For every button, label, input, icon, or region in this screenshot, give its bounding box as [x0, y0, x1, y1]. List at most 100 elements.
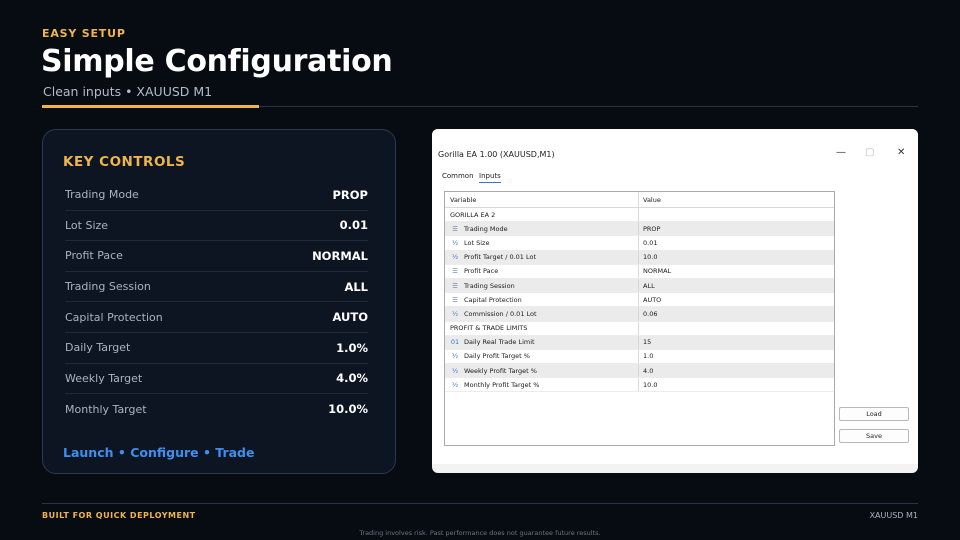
fraction-icon: ½ [451, 352, 459, 361]
input-row[interactable]: ½ Weekly Profit Target % 4.0 [445, 364, 834, 379]
input-value-cell[interactable]: 10.0 [643, 253, 658, 262]
integer-icon: 01 [450, 338, 460, 347]
input-variable-cell: ☰ Capital Protection [445, 293, 639, 307]
control-label: Profit Pace [65, 249, 123, 263]
input-variable-cell: ½ Commission / 0.01 Lot [445, 307, 639, 321]
control-label: Weekly Target [65, 371, 143, 385]
list-icon: ☰ [452, 295, 458, 304]
input-variable-name: PROFIT & TRADE LIMITS [450, 324, 528, 333]
input-variable-cell: ½ Profit Target / 0.01 Lot [445, 250, 639, 264]
control-label: Monthly Target [65, 402, 147, 416]
input-variable-cell: ½ Daily Profit Target % [445, 349, 639, 364]
input-row[interactable]: ½ Profit Target / 0.01 Lot 10.0 [445, 250, 834, 265]
input-variable-name: Daily Real Trade Limit [464, 338, 535, 347]
control-label: Daily Target [65, 341, 131, 355]
inputs-grid: Variable Value GORILLA EA 2 ☰ Trading Mode… [444, 191, 835, 446]
input-group-header[interactable]: GORILLA EA 2 [445, 208, 834, 223]
key-controls-panel: KEY CONTROLS Trading Mode PROP Lot Size 0.… [42, 129, 396, 474]
input-row[interactable]: ½ Monthly Profit Target % 10.0 [445, 378, 834, 393]
list-icon: ☰ [452, 267, 458, 276]
input-row[interactable]: 01 Daily Real Trade Limit 15 [445, 335, 834, 350]
input-row[interactable]: ☰ Profit Pace NORMAL [445, 264, 834, 279]
control-row: Trading Session ALL [65, 272, 368, 303]
key-controls-list: Trading Mode PROP Lot Size 0.01 Profit Pac… [65, 180, 368, 425]
footer-left-label: BUILT FOR QUICK DEPLOYMENT [42, 511, 196, 520]
minimize-icon[interactable]: — [836, 147, 846, 158]
tab-inputs[interactable]: Inputs [479, 172, 501, 183]
maximize-icon[interactable]: ▢ [865, 147, 875, 158]
dialog-top-strip [432, 129, 918, 141]
input-variable-cell: GORILLA EA 2 [445, 208, 639, 222]
input-variable-cell: ½ Lot Size [445, 236, 639, 250]
input-row[interactable]: ☰ Capital Protection AUTO [445, 293, 834, 308]
input-value-cell[interactable]: 4.0 [643, 366, 654, 375]
input-value-cell[interactable]: ALL [643, 281, 655, 290]
control-label: Capital Protection [65, 310, 163, 324]
input-group-header[interactable]: PROFIT & TRADE LIMITS [445, 321, 834, 336]
control-row: Capital Protection AUTO [65, 302, 368, 333]
footer-right-label: XAUUSD M1 [869, 511, 918, 520]
input-variable-name: Trading Mode [464, 224, 508, 233]
input-value-cell[interactable]: AUTO [643, 295, 662, 304]
input-row[interactable]: ☰ Trading Session ALL [445, 278, 834, 294]
input-variable-name: Profit Target / 0.01 Lot [464, 253, 537, 262]
control-value: AUTO [332, 310, 368, 325]
control-row: Lot Size 0.01 [65, 211, 368, 242]
page-title: Simple Configuration [41, 44, 393, 79]
input-variable-name: Daily Profit Target % [464, 352, 530, 361]
input-value-cell[interactable]: 1.0 [643, 352, 654, 361]
close-icon[interactable]: ✕ [897, 147, 906, 158]
input-variable-name: Trading Session [464, 281, 515, 290]
control-value: 10.0% [328, 402, 368, 417]
input-variable-name: Profit Pace [464, 267, 499, 276]
panel-tagline: Launch • Configure • Trade [63, 445, 255, 460]
control-value: 1.0% [336, 340, 368, 355]
eyebrow-label: EASY SETUP [42, 27, 126, 40]
disclaimer-text: Trading involves risk. Past performance … [359, 529, 601, 537]
input-variable-cell: 01 Daily Real Trade Limit [445, 335, 639, 349]
control-value: 4.0% [336, 371, 368, 386]
input-row[interactable]: ½ Lot Size 0.01 [445, 236, 834, 251]
control-row: Profit Pace NORMAL [65, 241, 368, 272]
input-value-cell[interactable] [639, 208, 834, 221]
input-value-cell[interactable]: PROP [643, 224, 661, 233]
fraction-icon: ½ [451, 380, 459, 389]
input-variable-name: GORILLA EA 2 [450, 210, 496, 219]
input-variable-cell: ☰ Trading Mode [445, 222, 639, 236]
panel-title: KEY CONTROLS [63, 154, 186, 170]
header-divider [42, 106, 918, 107]
input-variable-cell: ☰ Trading Session [445, 278, 639, 293]
load-button[interactable]: Load [839, 407, 909, 421]
save-button[interactable]: Save [839, 429, 909, 443]
control-label: Trading Mode [65, 188, 139, 202]
tab-common[interactable]: Common [442, 172, 474, 180]
input-variable-name: Commission / 0.01 Lot [464, 309, 537, 318]
input-value-cell[interactable]: 10.0 [643, 380, 658, 389]
control-row: Weekly Target 4.0% [65, 364, 368, 395]
input-value-cell[interactable]: NORMAL [643, 267, 672, 276]
dialog-titlebar: Gorilla EA 1.00 (XAUUSD,M1) — ▢ ✕ [432, 141, 918, 169]
grid-rows: GORILLA EA 2 ☰ Trading Mode PROP ½ Lot Size 0.… [445, 208, 834, 393]
ea-settings-dialog: Gorilla EA 1.00 (XAUUSD,M1) — ▢ ✕ Common… [432, 129, 918, 473]
input-row[interactable]: ☰ Trading Mode PROP [445, 222, 834, 237]
fraction-icon: ½ [451, 366, 459, 375]
input-value-cell[interactable]: 0.06 [643, 309, 658, 318]
control-row: Daily Target 1.0% [65, 333, 368, 364]
dialog-body: Common Inputs Variable Value GORILLA EA … [432, 169, 918, 464]
column-header-variable[interactable]: Variable [445, 192, 639, 207]
input-variable-name: Capital Protection [464, 295, 522, 304]
input-value-cell[interactable]: 15 [643, 338, 652, 347]
list-icon: ☰ [452, 281, 458, 290]
fraction-icon: ½ [451, 253, 459, 262]
input-variable-cell: ½ Weekly Profit Target % [445, 364, 639, 378]
input-variable-cell: ☰ Profit Pace [445, 264, 639, 278]
column-header-value[interactable]: Value [643, 195, 661, 204]
input-row[interactable]: ½ Commission / 0.01 Lot 0.06 [445, 307, 834, 322]
control-row: Trading Mode PROP [65, 180, 368, 211]
input-variable-name: Monthly Profit Target % [464, 380, 540, 389]
input-row[interactable]: ½ Daily Profit Target % 1.0 [445, 349, 834, 365]
input-value-cell[interactable] [639, 322, 834, 335]
control-value: 0.01 [339, 218, 368, 233]
input-value-cell[interactable]: 0.01 [643, 238, 658, 247]
control-value: NORMAL [312, 248, 368, 263]
